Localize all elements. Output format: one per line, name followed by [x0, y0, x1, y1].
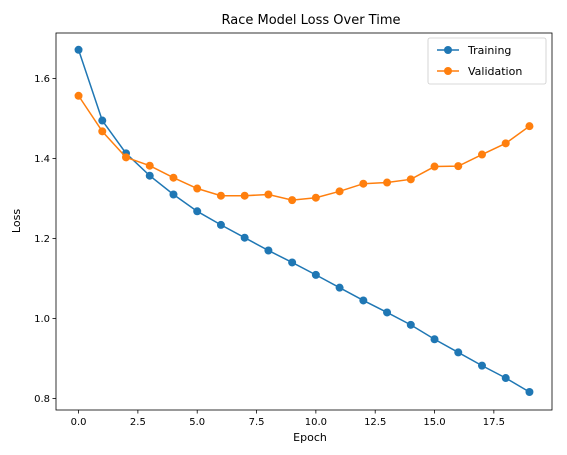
training-point [216, 220, 225, 229]
training-point [430, 335, 439, 344]
validation-point [477, 150, 486, 159]
training-point [406, 320, 415, 329]
training-point [311, 270, 320, 279]
x-tick-label: 2.5 [130, 417, 146, 428]
y-axis: 0.8 1.0 1.2 1.4 1.6 [34, 74, 56, 405]
validation-point [288, 196, 297, 205]
training-point [169, 190, 178, 199]
validation-point [169, 173, 178, 182]
x-tick-label: 0.0 [71, 417, 87, 428]
validation-point [454, 162, 463, 171]
legend-swatch-marker [444, 67, 452, 75]
x-tick-label: 17.5 [483, 417, 505, 428]
training-point [477, 361, 486, 370]
training-point [240, 233, 249, 242]
x-tick-label: 5.0 [189, 417, 205, 428]
plot-area [56, 33, 552, 410]
validation-point [525, 122, 534, 131]
training-point [501, 374, 510, 383]
y-tick-label: 0.8 [34, 394, 50, 405]
x-axis-title: Epoch [293, 431, 327, 444]
training-point [335, 283, 344, 292]
validation-point [335, 187, 344, 196]
plot-frame [55, 32, 553, 411]
x-axis: 0.0 2.5 5.0 7.5 10.0 12.5 15.0 17.5 [71, 410, 505, 428]
chart-title: Race Model Loss Over Time [221, 13, 400, 28]
y-tick-label: 1.0 [34, 314, 50, 325]
training-point [383, 308, 392, 317]
y-tick-label: 1.4 [34, 154, 50, 165]
legend-item-validation: Validation [437, 65, 522, 78]
y-axis-title: Loss [10, 209, 23, 233]
validation-point [240, 191, 249, 200]
x-tick-label: 15.0 [423, 417, 445, 428]
validation-point [216, 191, 225, 200]
training-point [145, 171, 154, 180]
validation-point [383, 178, 392, 187]
validation-point [122, 153, 131, 162]
legend: Training Validation [427, 37, 547, 85]
x-tick-label: 10.0 [305, 417, 327, 428]
legend-label: Validation [468, 65, 522, 78]
legend-label: Training [467, 44, 511, 57]
training-point [98, 116, 107, 125]
validation-point [98, 127, 107, 136]
training-point [288, 258, 297, 267]
validation-point [501, 139, 510, 148]
training-line [77, 49, 530, 393]
validation-point [264, 190, 273, 199]
validation-point [406, 175, 415, 184]
validation-point [74, 91, 83, 100]
validation-point [311, 193, 320, 202]
series-training [74, 45, 534, 397]
training-point [193, 207, 202, 216]
validation-point [430, 162, 439, 171]
validation-point [193, 184, 202, 193]
x-tick-label: 7.5 [249, 417, 265, 428]
legend-swatch-marker [444, 46, 452, 54]
series-layer [74, 45, 534, 397]
training-point [525, 388, 534, 397]
x-tick-label: 12.5 [364, 417, 386, 428]
y-tick-label: 1.2 [34, 234, 50, 245]
training-point [264, 246, 273, 255]
validation-point [359, 179, 368, 188]
training-point [74, 45, 83, 54]
training-point [359, 296, 368, 305]
y-tick-label: 1.6 [34, 74, 50, 85]
legend-item-training: Training [437, 44, 511, 57]
training-point [454, 348, 463, 357]
series-validation [74, 91, 534, 205]
validation-point [145, 161, 154, 170]
